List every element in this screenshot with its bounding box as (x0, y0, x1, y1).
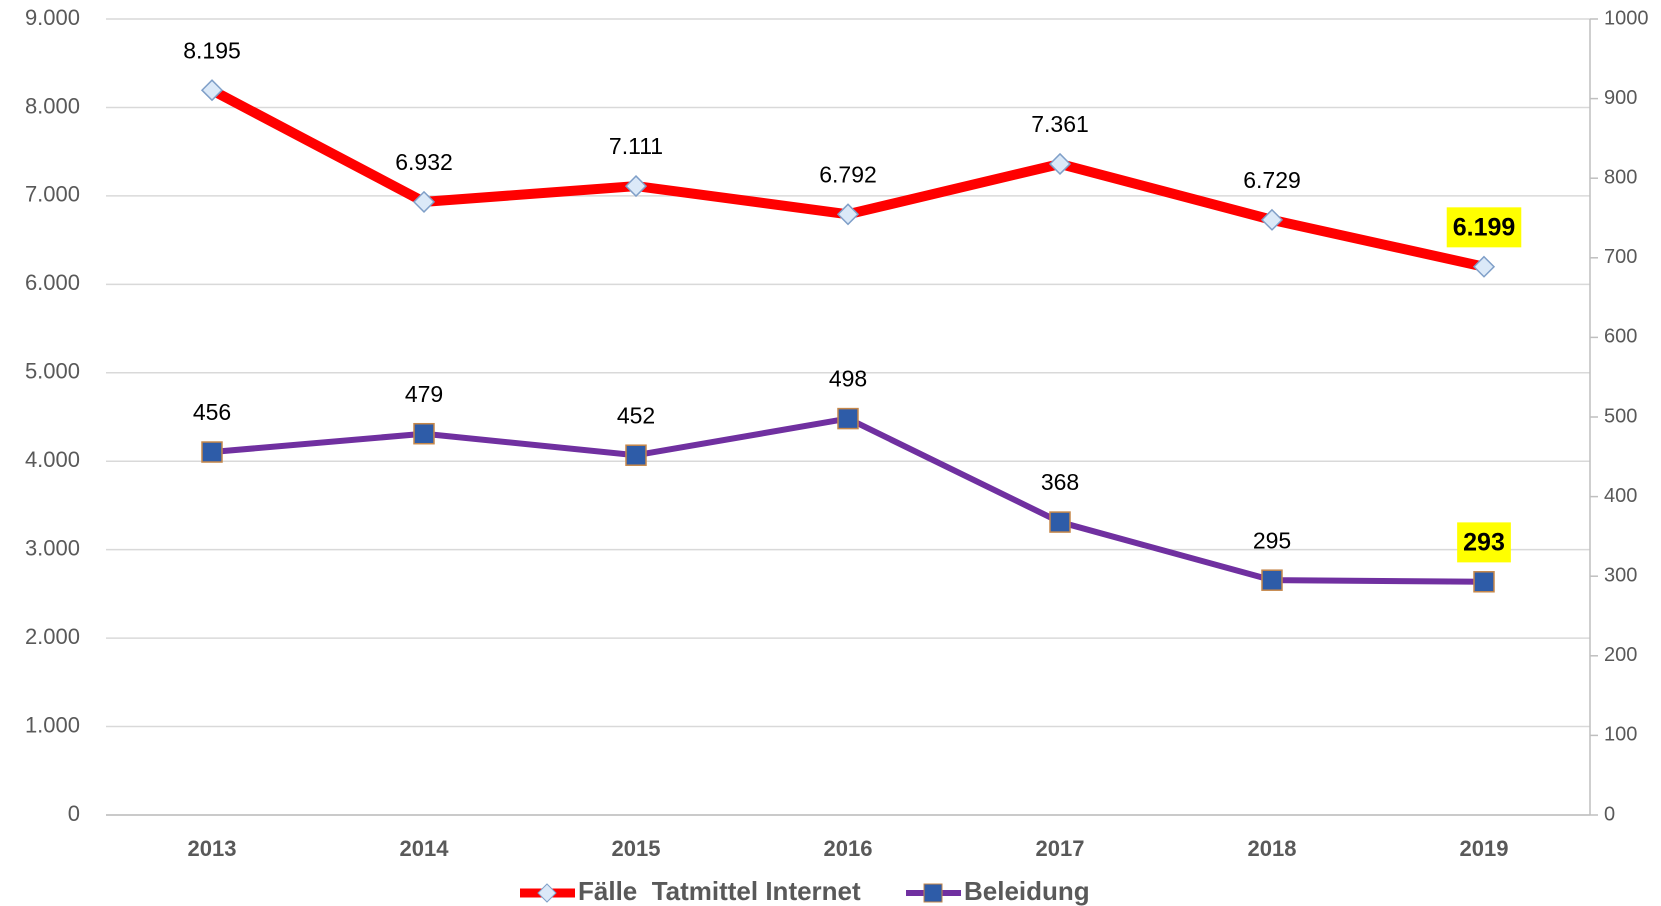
marker (200, 79, 224, 102)
marker (625, 444, 647, 466)
y2-tick-label: 1000 (1604, 7, 1649, 29)
legend-label: Beleidung (964, 876, 1090, 906)
x-tick-label: 2018 (1248, 836, 1297, 861)
marker (1260, 208, 1284, 231)
y-tick-label: 3.000 (25, 535, 80, 560)
y-tick-label: 6.000 (25, 270, 80, 295)
y-tick-label: 5.000 (25, 359, 80, 384)
data-label: 452 (617, 402, 655, 428)
data-label: 479 (405, 381, 443, 407)
x-tick-label: 2014 (400, 836, 450, 861)
marker (1049, 511, 1071, 533)
y2-tick-label: 200 (1604, 644, 1637, 666)
x-tick-label: 2016 (824, 836, 873, 861)
data-label: 7.361 (1031, 111, 1089, 137)
y2-tick-label: 700 (1604, 246, 1637, 268)
data-label: 295 (1253, 527, 1291, 553)
y-tick-label: 9.000 (25, 5, 80, 30)
data-label: 6.932 (395, 149, 453, 175)
y-tick-label: 8.000 (25, 93, 80, 118)
y2-tick-label: 600 (1604, 326, 1637, 348)
marker (413, 422, 435, 445)
marker (837, 407, 859, 430)
label-highlight (1446, 207, 1522, 248)
data-label: 498 (829, 366, 867, 392)
marker (1472, 255, 1496, 278)
y2-tick-label: 800 (1604, 166, 1637, 188)
data-label: 6.729 (1243, 167, 1301, 193)
data-label: 456 (193, 399, 231, 425)
y-tick-label: 0 (68, 801, 80, 826)
marker (1261, 569, 1283, 591)
y2-tick-label: 900 (1604, 87, 1637, 109)
y2-tick-label: 0 (1604, 803, 1615, 825)
y-tick-label: 2.000 (25, 624, 80, 649)
y-tick-label: 4.000 (25, 447, 80, 472)
marker (412, 190, 436, 213)
y2-tick-label: 400 (1604, 485, 1637, 507)
data-label: 7.111 (609, 133, 663, 159)
y-tick-label: 1.000 (25, 712, 80, 737)
data-label: 8.195 (183, 37, 241, 63)
x-tick-label: 2017 (1036, 836, 1085, 861)
marker (836, 203, 860, 226)
series-line (211, 415, 1485, 585)
label-highlight (1457, 522, 1511, 563)
data-label: 368 (1041, 469, 1079, 495)
marker (1473, 571, 1495, 593)
x-tick-label: 2015 (612, 836, 661, 861)
data-label: 6.199 (1453, 213, 1516, 241)
y2-tick-label: 100 (1604, 724, 1637, 746)
legend-label: Fälle Tatmittel Internet (578, 876, 861, 906)
x-tick-label: 2019 (1460, 836, 1509, 861)
data-label: 6.792 (819, 161, 877, 187)
y2-tick-label: 500 (1604, 405, 1637, 427)
legend-marker (923, 883, 943, 903)
y2-tick-label: 300 (1604, 564, 1637, 586)
x-tick-label: 2013 (188, 836, 237, 861)
legend-marker (537, 883, 557, 903)
marker (624, 175, 648, 198)
marker (1048, 152, 1072, 176)
y-tick-label: 7.000 (25, 182, 80, 207)
data-label: 293 (1463, 528, 1505, 556)
marker (201, 441, 223, 463)
